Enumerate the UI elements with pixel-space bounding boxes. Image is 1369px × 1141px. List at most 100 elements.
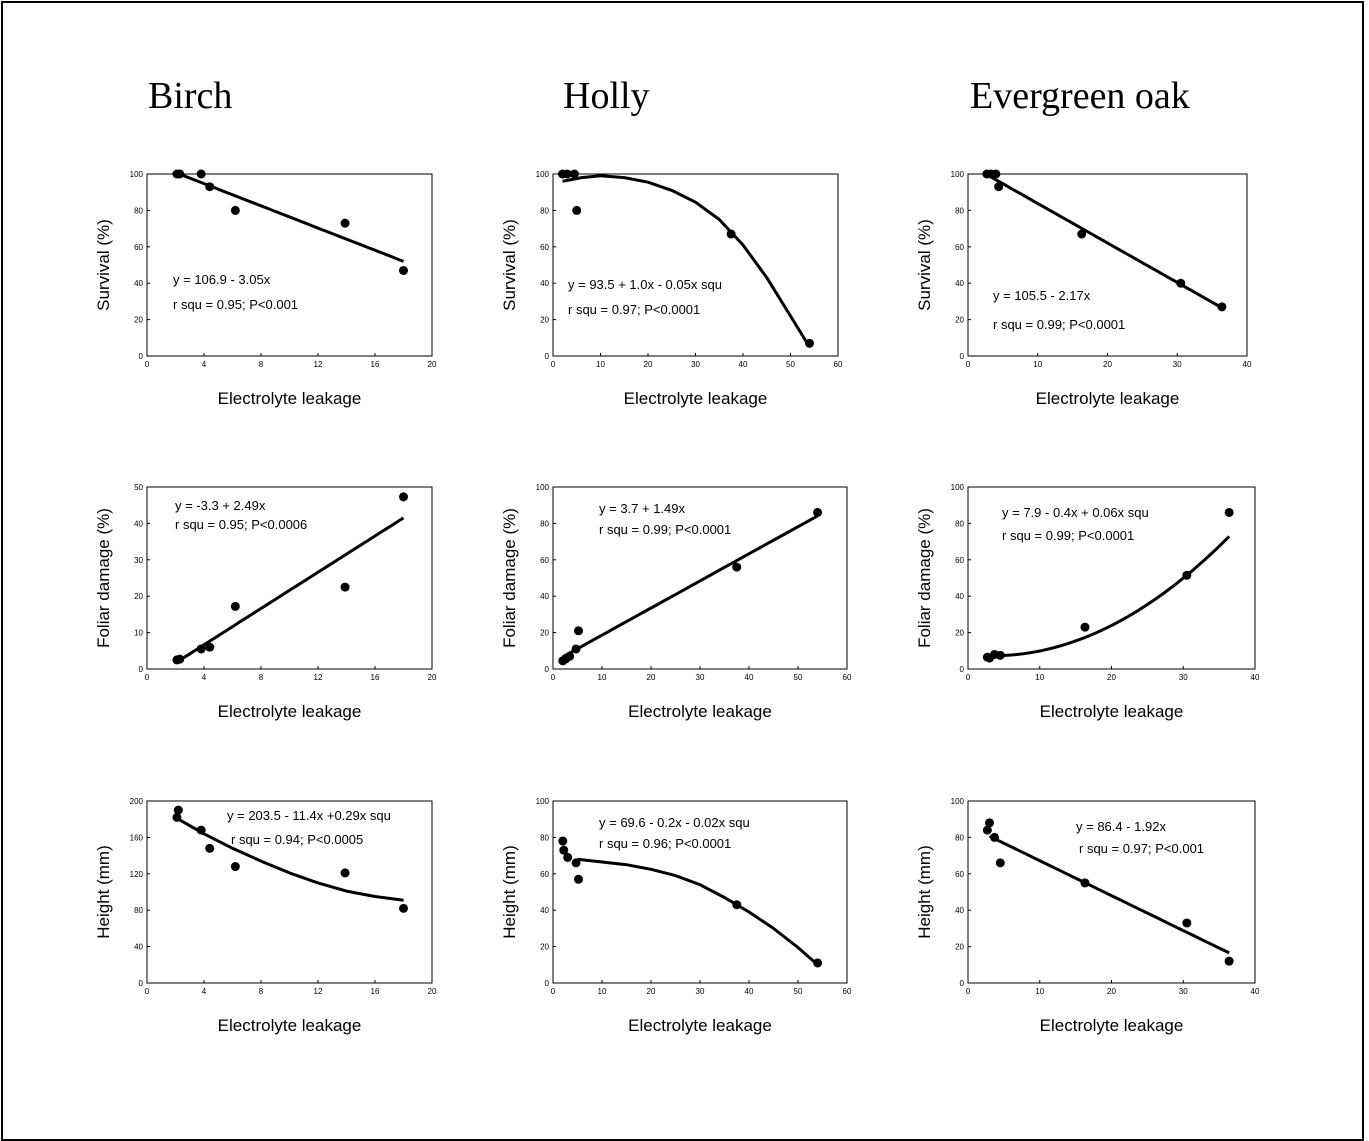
data-point bbox=[399, 265, 408, 275]
y-tick-label: 100 bbox=[536, 797, 550, 806]
y-tick-label: 100 bbox=[951, 797, 965, 806]
fit-line bbox=[176, 516, 405, 664]
fit-line bbox=[988, 834, 1230, 955]
data-point bbox=[340, 582, 350, 592]
data-point bbox=[399, 903, 408, 913]
data-point bbox=[571, 644, 581, 654]
data-point bbox=[572, 205, 582, 215]
panel-holly-survival: 0 10 20 30 40 50 60 0 20 40 60 80 100 Electrolyte lea… bbox=[500, 169, 843, 408]
x-tick-label: 12 bbox=[314, 360, 323, 369]
fit-line bbox=[176, 816, 404, 902]
y-axis-label: Survival (%) bbox=[915, 219, 934, 311]
y-tick-label: 80 bbox=[955, 833, 964, 842]
x-tick-label: 4 bbox=[202, 987, 207, 996]
x-axis-label: Electrolyte leakage bbox=[1040, 1016, 1184, 1035]
y-tick-label: 60 bbox=[540, 243, 549, 252]
panel-holly-foliar-damage: 0 10 20 30 40 50 60 0 20 40 60 80 100 Electrolyte lea… bbox=[500, 483, 852, 721]
y-axis-label: Survival (%) bbox=[500, 219, 519, 311]
y-tick-label: 80 bbox=[540, 833, 549, 842]
y-tick-label: 0 bbox=[545, 979, 550, 988]
data-point bbox=[173, 805, 183, 815]
data-point bbox=[573, 874, 583, 884]
plot-frame bbox=[552, 486, 848, 670]
y-tick-label: 0 bbox=[960, 352, 965, 361]
data-point bbox=[205, 843, 215, 853]
x-tick-label: 40 bbox=[1251, 987, 1260, 996]
data-point bbox=[732, 900, 742, 910]
data-point bbox=[995, 858, 1005, 868]
x-tick-label: 0 bbox=[551, 987, 556, 996]
x-tick-label: 16 bbox=[371, 673, 380, 682]
x-tick-label: 30 bbox=[696, 673, 705, 682]
data-point bbox=[982, 825, 992, 835]
data-point bbox=[569, 169, 579, 179]
y-tick-label: 200 bbox=[130, 797, 144, 806]
regression-stats: r squ = 0.99; P<0.0001 bbox=[1002, 528, 1134, 543]
data-point bbox=[573, 626, 583, 636]
panel-evergreen-oak-foliar-damage: 0 10 20 30 40 0 20 40 60 80 100 Electrolyte leakage… bbox=[915, 483, 1260, 721]
data-point bbox=[563, 852, 573, 862]
x-tick-label: 30 bbox=[696, 987, 705, 996]
y-tick-label: 20 bbox=[540, 629, 549, 638]
x-tick-label: 50 bbox=[786, 360, 795, 369]
y-tick-label: 20 bbox=[134, 316, 143, 325]
y-tick-label: 80 bbox=[955, 206, 964, 215]
data-point bbox=[1080, 878, 1090, 888]
regression-stats: r squ = 0.96; P<0.0001 bbox=[599, 836, 731, 851]
regression-equation: y = 106.9 - 3.05x bbox=[173, 272, 271, 287]
y-tick-label: 20 bbox=[955, 316, 964, 325]
y-tick-label: 80 bbox=[540, 206, 549, 215]
fit-line bbox=[562, 514, 819, 659]
plot-frame bbox=[146, 800, 433, 984]
x-tick-label: 12 bbox=[314, 673, 323, 682]
regression-equation: y = 69.6 - 0.2x - 0.02x squ bbox=[599, 815, 750, 830]
fit-line bbox=[176, 171, 405, 263]
regression-stats: r squ = 0.99; P<0.0001 bbox=[599, 522, 731, 537]
y-tick-label: 20 bbox=[955, 943, 964, 952]
data-point bbox=[732, 562, 742, 572]
data-point bbox=[1182, 570, 1192, 580]
x-axis-label: Electrolyte leakage bbox=[218, 389, 362, 408]
x-tick-label: 20 bbox=[1103, 360, 1112, 369]
data-point bbox=[1176, 278, 1186, 288]
x-axis-label: Electrolyte leakage bbox=[1036, 389, 1180, 408]
x-tick-label: 40 bbox=[745, 673, 754, 682]
y-tick-label: 60 bbox=[955, 556, 964, 565]
x-tick-label: 10 bbox=[598, 987, 607, 996]
data-point bbox=[990, 832, 1000, 842]
y-tick-label: 40 bbox=[540, 592, 549, 601]
regression-equation: y = 93.5 + 1.0x - 0.05x squ bbox=[568, 277, 722, 292]
data-point bbox=[1217, 302, 1227, 312]
data-point bbox=[196, 825, 206, 835]
y-tick-label: 30 bbox=[134, 556, 143, 565]
x-axis-label: Electrolyte leakage bbox=[1040, 702, 1184, 721]
x-tick-label: 8 bbox=[259, 360, 264, 369]
x-tick-label: 50 bbox=[794, 987, 803, 996]
y-tick-label: 80 bbox=[955, 519, 964, 528]
y-axis-label: Foliar damage (%) bbox=[915, 508, 934, 648]
fit-line bbox=[987, 535, 1231, 658]
data-point bbox=[172, 812, 182, 822]
regression-equation: y = 105.5 - 2.17x bbox=[993, 288, 1091, 303]
data-point bbox=[805, 338, 814, 348]
y-tick-label: 0 bbox=[545, 352, 550, 361]
data-point bbox=[562, 169, 572, 179]
panel-birch-survival: 0 4 8 12 16 20 0 20 40 60 80 100 Electrolyte leakage… bbox=[94, 169, 437, 408]
y-tick-label: 40 bbox=[540, 906, 549, 915]
y-axis-label: Height (mm) bbox=[500, 845, 519, 939]
data-point bbox=[565, 651, 575, 661]
y-tick-label: 20 bbox=[540, 943, 549, 952]
y-tick-label: 0 bbox=[139, 352, 144, 361]
x-tick-label: 10 bbox=[1033, 360, 1042, 369]
y-tick-label: 10 bbox=[134, 629, 143, 638]
x-tick-label: 60 bbox=[834, 360, 843, 369]
y-tick-label: 40 bbox=[134, 519, 143, 528]
data-point bbox=[994, 182, 1004, 192]
x-tick-label: 20 bbox=[1107, 987, 1116, 996]
y-axis-label: Foliar damage (%) bbox=[94, 508, 113, 648]
data-point bbox=[558, 836, 568, 846]
x-tick-label: 16 bbox=[371, 987, 380, 996]
y-tick-label: 20 bbox=[540, 316, 549, 325]
